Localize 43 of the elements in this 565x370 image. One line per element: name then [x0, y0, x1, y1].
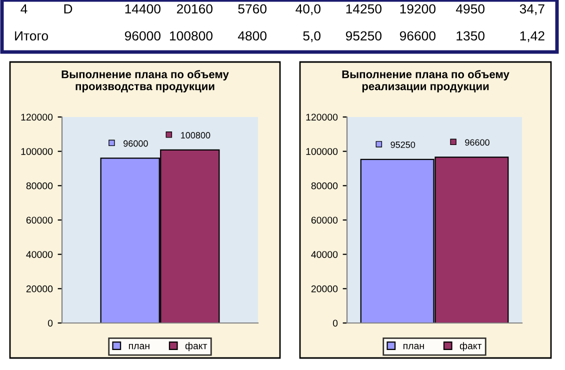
text: 19200 — [400, 4, 436, 14]
data-label: 95250 — [390, 142, 416, 148]
text: 100800 — [170, 31, 212, 41]
y-tick-label: 120000 — [306, 114, 338, 121]
text: 34,7 — [520, 4, 544, 16]
legend-label: факт — [460, 342, 482, 352]
text: 4800 — [238, 31, 266, 41]
text: 14400 — [125, 4, 160, 14]
text: 5,0 — [303, 31, 320, 42]
y-tick-label: 100000 — [21, 148, 53, 155]
text: D — [64, 4, 72, 14]
text: 20160 — [176, 4, 212, 14]
y-tick-label: 20000 — [26, 285, 53, 292]
y-tick-label: 100000 — [306, 148, 338, 155]
y-tick-label: 40000 — [26, 251, 53, 258]
text: 14250 — [346, 4, 382, 14]
y-tick-label: 80000 — [26, 182, 53, 190]
y-tick-label: 60000 — [311, 216, 338, 224]
y-tick-label: 20000 — [311, 285, 338, 292]
y-tick-label: 40000 — [311, 251, 338, 258]
text: 95250 — [346, 31, 382, 41]
text: 1350 — [456, 31, 484, 41]
text: 96000 — [124, 31, 160, 41]
y-tick-label: 120000 — [21, 114, 53, 121]
legend-label: план — [128, 344, 150, 350]
chart-title: Выполнение плана по объему производства продукции — [62, 70, 229, 92]
data-label: 100800 — [181, 132, 210, 138]
y-tick-label: 0 — [332, 320, 338, 327]
legend-label: факт — [185, 342, 208, 352]
y-tick-label: 60000 — [26, 216, 53, 224]
text: 4950 — [456, 4, 484, 14]
data-label: 96000 — [124, 140, 148, 147]
text: 5760 — [238, 4, 266, 14]
chart-title: Выполнение плана по объему реализации продукции — [342, 70, 510, 92]
text: 1,42 — [520, 31, 544, 42]
text: 96600 — [400, 31, 436, 41]
legend-label: план — [403, 344, 424, 350]
text: 4 — [20, 4, 28, 14]
text: Итого — [15, 31, 48, 41]
data-label: 96600 — [465, 139, 490, 146]
y-tick-label: 0 — [48, 320, 53, 327]
y-tick-label: 80000 — [311, 182, 338, 190]
text: 40,0 — [296, 4, 320, 16]
